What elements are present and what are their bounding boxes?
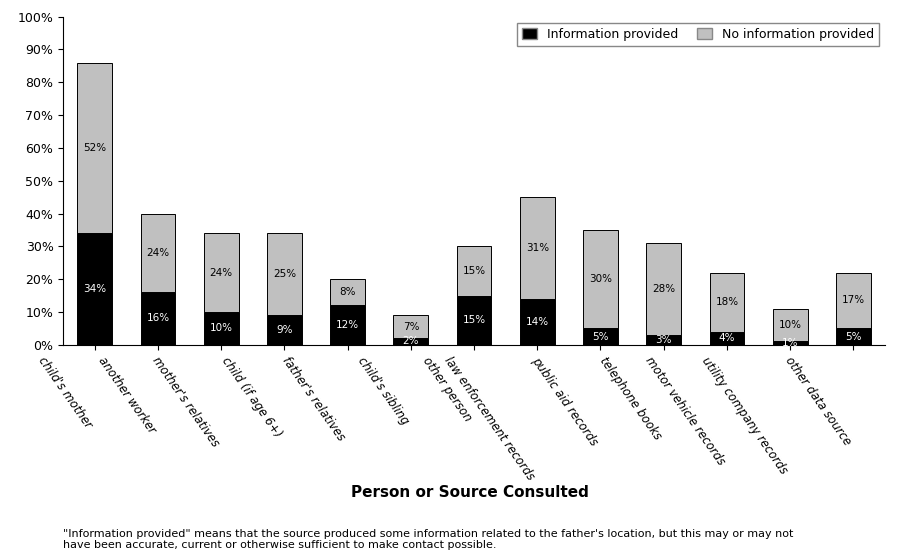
Text: 4%: 4%	[718, 333, 734, 343]
Text: 8%: 8%	[339, 287, 355, 297]
Bar	[709, 272, 743, 331]
Bar	[141, 292, 175, 345]
Bar	[267, 233, 301, 315]
Bar	[583, 230, 617, 328]
Text: 17%: 17%	[841, 295, 864, 305]
Text: 10%: 10%	[778, 320, 801, 330]
Bar	[204, 312, 238, 345]
Text: 3%: 3%	[655, 335, 671, 345]
Text: 18%: 18%	[714, 297, 738, 307]
Text: "Information provided" means that the source produced some information related t: "Information provided" means that the so…	[63, 529, 793, 550]
Bar	[583, 328, 617, 345]
Text: 2%: 2%	[402, 336, 419, 346]
Legend: Information provided, No information provided: Information provided, No information pro…	[516, 23, 878, 46]
Bar	[835, 328, 870, 345]
Text: 52%: 52%	[83, 143, 106, 153]
Text: 1%: 1%	[781, 338, 797, 348]
Text: 28%: 28%	[651, 284, 675, 294]
Text: 34%: 34%	[83, 284, 106, 294]
Bar	[456, 296, 491, 345]
Bar	[646, 335, 680, 345]
Text: 30%: 30%	[588, 274, 612, 284]
Bar	[772, 309, 806, 341]
Bar	[204, 233, 238, 312]
Bar	[520, 197, 554, 299]
Text: 15%: 15%	[462, 315, 485, 325]
Bar	[141, 214, 175, 292]
Bar	[709, 331, 743, 345]
Bar	[267, 315, 301, 345]
Text: 12%: 12%	[336, 320, 359, 330]
Bar	[78, 233, 112, 345]
Text: 10%: 10%	[209, 324, 233, 333]
Text: 9%: 9%	[276, 325, 292, 335]
Text: 15%: 15%	[462, 266, 485, 276]
Text: 24%: 24%	[209, 267, 233, 277]
Bar	[78, 63, 112, 233]
Text: 16%: 16%	[146, 314, 170, 324]
Text: 25%: 25%	[272, 269, 296, 279]
Text: 5%: 5%	[592, 331, 608, 341]
Text: 5%: 5%	[844, 331, 861, 341]
Bar	[330, 279, 364, 305]
Text: 24%: 24%	[146, 248, 170, 258]
Bar	[456, 246, 491, 296]
Text: Person or Source Consulted: Person or Source Consulted	[350, 485, 588, 499]
Text: 31%: 31%	[525, 243, 548, 253]
Text: 7%: 7%	[402, 322, 419, 332]
Text: 14%: 14%	[525, 317, 548, 327]
Bar	[330, 305, 364, 345]
Bar	[393, 315, 428, 338]
Bar	[772, 341, 806, 345]
Bar	[520, 299, 554, 345]
Bar	[835, 272, 870, 328]
Bar	[393, 338, 428, 345]
Bar	[646, 243, 680, 335]
